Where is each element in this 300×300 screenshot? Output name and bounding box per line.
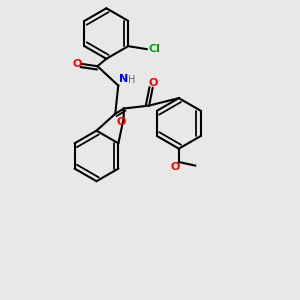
Text: H: H	[128, 75, 135, 85]
Text: O: O	[148, 78, 158, 88]
Text: O: O	[73, 59, 82, 69]
Text: N: N	[119, 74, 128, 84]
Text: O: O	[171, 162, 180, 172]
Text: O: O	[117, 117, 126, 127]
Text: Cl: Cl	[148, 44, 160, 54]
